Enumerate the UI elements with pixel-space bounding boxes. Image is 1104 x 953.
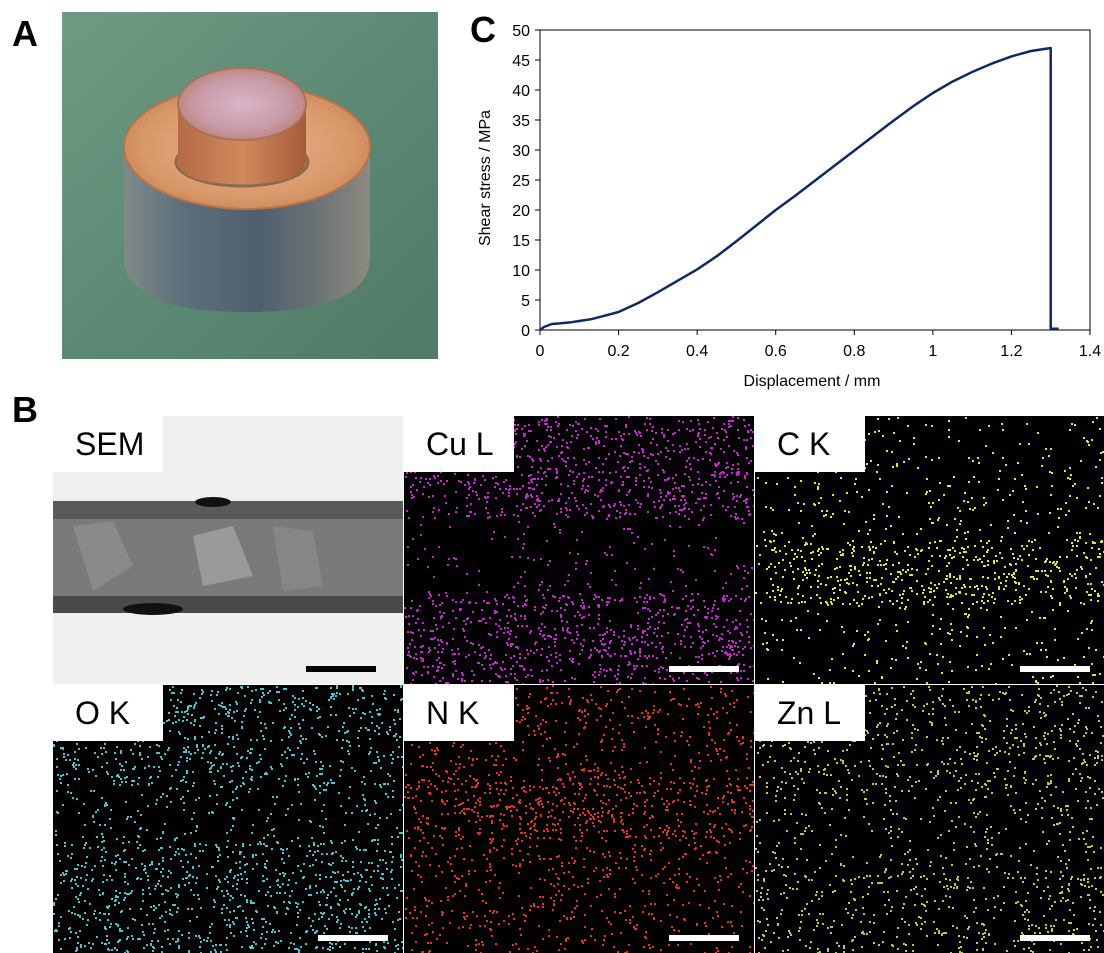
eds-map-c-k: C K: [755, 416, 1104, 684]
y-tick-label: 25: [512, 173, 530, 190]
x-tick-label: 1.2: [1000, 343, 1022, 360]
eds-map-o-k: O K: [53, 685, 403, 953]
y-tick-label: 0: [521, 323, 530, 340]
y-tick-label: 40: [512, 83, 530, 100]
eds-map-label: N K: [404, 685, 514, 741]
eds-map-zn-l: Zn L: [755, 685, 1104, 953]
scale-bar: [306, 666, 376, 672]
eds-map-image: [404, 685, 754, 953]
x-tick-label: 0.8: [843, 343, 865, 360]
y-tick-label: 10: [512, 263, 530, 280]
eds-map-cu-l: Cu L: [404, 416, 754, 684]
eds-map-label: Zn L: [755, 685, 865, 741]
x-tick-label: 0: [536, 343, 545, 360]
x-tick-label: 1: [928, 343, 937, 360]
eds-map-label: C K: [755, 416, 865, 472]
x-axis-label: Displacement / mm: [744, 373, 881, 390]
specimen-photo: [62, 12, 438, 359]
chart-series: [539, 46, 1059, 331]
y-tick-label: 30: [512, 143, 530, 160]
eds-map-sem: SEM: [53, 416, 403, 684]
y-tick-label: 15: [512, 233, 530, 250]
scale-bar: [669, 666, 739, 672]
scale-bar: [1020, 935, 1090, 941]
y-tick-label: 35: [512, 113, 530, 130]
panel-label-c: C: [470, 9, 496, 50]
panel-label-b: B: [12, 389, 38, 430]
eds-map-image: [53, 416, 403, 684]
y-tick-label: 5: [521, 293, 530, 310]
eds-map-label: Cu L: [404, 416, 514, 472]
scale-bar: [669, 935, 739, 941]
x-tick-label: 0.4: [686, 343, 708, 360]
shear-stress-chart: 0 5 10 15 20 25 30 35 40 45 50 0 0.2 0.4 0.6 0.8 1 1.2 1.4…: [477, 23, 1101, 390]
eds-map-n-k: N K: [404, 685, 754, 953]
chart-axes: 0 5 10 15 20 25 30 35 40 45 50 0 0.2 0.4 0.6 0.8 1 1.2 1.4: [512, 23, 1101, 360]
scale-bar: [1020, 666, 1090, 672]
x-tick-label: 1.4: [1079, 343, 1101, 360]
scale-bar: [318, 935, 388, 941]
y-tick-label: 20: [512, 203, 530, 220]
x-tick-label: 0.2: [607, 343, 629, 360]
y-tick-label: 45: [512, 53, 530, 70]
x-tick-label: 0.6: [765, 343, 787, 360]
panel-label-a: A: [12, 13, 38, 54]
eds-map-label: O K: [53, 685, 163, 741]
series-line: [539, 46, 1059, 331]
eds-map-label: SEM: [53, 416, 163, 472]
y-axis-label: Shear stress / MPa: [477, 110, 494, 246]
y-tick-label: 50: [512, 23, 530, 40]
